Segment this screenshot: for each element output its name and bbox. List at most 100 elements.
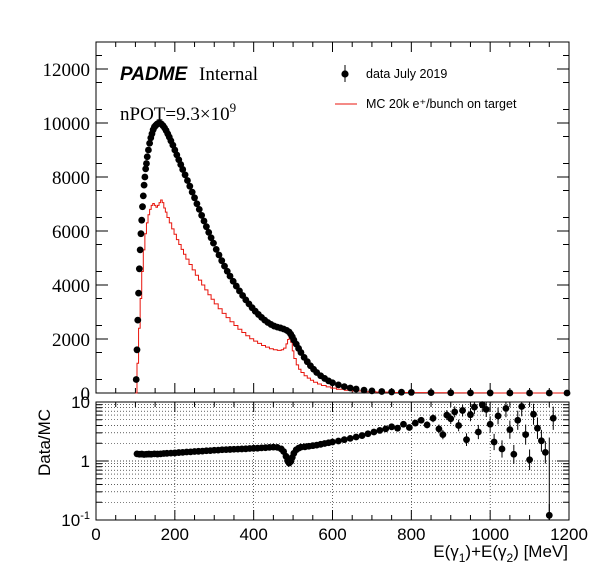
- ratio-x-tick-label: 1000: [471, 525, 509, 544]
- data-point: [139, 203, 146, 211]
- ratio-point: [474, 428, 482, 436]
- ratio-y-tick-label-base: 10: [71, 393, 90, 412]
- data-point: [184, 177, 191, 184]
- ratio-series: [133, 401, 557, 520]
- data-point: [141, 173, 149, 181]
- ratio-point: [411, 419, 419, 427]
- ratio-y-tick-label: 10-1: [61, 510, 90, 530]
- ratio-point: [340, 436, 348, 444]
- ratio-point: [541, 448, 549, 456]
- data-point: [447, 389, 455, 397]
- x-axis-title-part1: E(γ: [433, 542, 459, 561]
- ratio-point: [506, 426, 514, 434]
- ratio-point: [370, 428, 378, 436]
- ratio-point: [486, 420, 494, 428]
- ratio-point: [423, 421, 431, 429]
- data-point: [145, 146, 152, 154]
- ratio-point: [494, 412, 502, 420]
- legend-label-mc: MC 20k e⁺/bunch on target: [366, 97, 517, 111]
- data-point: [360, 386, 368, 394]
- ratio-point: [335, 437, 342, 445]
- legend-marker-data: [341, 70, 349, 78]
- ratio-y-axis-title: Data/MC: [35, 409, 54, 476]
- ratio-x-tick-label: 0: [91, 525, 100, 544]
- main-y-tick-label: 12000: [43, 60, 91, 81]
- data-series: [132, 119, 571, 397]
- data-point: [132, 376, 140, 383]
- ratio-point: [463, 436, 470, 444]
- ratio-x-tick-label: 1200: [550, 525, 588, 544]
- main-panel: 0 2000 4000 6000 8000 10000 12000 PADME Intern…: [43, 41, 571, 405]
- data-point: [346, 384, 354, 392]
- ratio-point: [498, 445, 506, 453]
- data-point: [545, 389, 553, 397]
- main-y-tick-label: 4000: [52, 276, 90, 297]
- ratio-point: [522, 431, 530, 439]
- ratio-y-tick-label: 10: [71, 393, 90, 412]
- data-point: [388, 388, 396, 396]
- ratio-y-tick-label-base: 10: [61, 511, 80, 530]
- ratio-point: [549, 414, 557, 422]
- ratio-point: [429, 414, 437, 422]
- ratio-point: [482, 405, 490, 413]
- ratio-point: [459, 407, 466, 414]
- x-axis-title: E(γ1)+E(γ2) [MeV]: [433, 542, 568, 565]
- main-y-tick-label: 0: [81, 384, 91, 405]
- ratio-point: [518, 403, 526, 410]
- ratio-point: [376, 427, 384, 434]
- mc-series: [135, 199, 570, 394]
- ratio-point: [471, 403, 478, 411]
- data-point: [139, 192, 147, 200]
- ratio-point: [364, 430, 372, 438]
- ratio-point: [394, 424, 401, 432]
- data-point: [427, 389, 435, 397]
- data-point: [191, 194, 198, 202]
- pot-label-base: nPOT=9.3×10: [120, 104, 230, 125]
- main-y-tick-label: 10000: [43, 114, 91, 135]
- ratio-point: [329, 438, 336, 446]
- data-point: [210, 239, 217, 247]
- data-point: [506, 389, 514, 397]
- data-point: [215, 251, 223, 259]
- main-y-tick-labels: 0 2000 4000 6000 8000 10000 12000: [43, 60, 91, 405]
- legend-entry-data: data July 2019: [341, 65, 447, 82]
- ratio-x-ticks: [95, 402, 570, 520]
- ratio-point: [400, 420, 407, 428]
- data-point: [398, 388, 405, 396]
- data-point: [134, 316, 142, 324]
- data-point: [146, 139, 154, 147]
- main-y-ticks: [96, 55, 569, 394]
- data-point: [329, 379, 336, 387]
- data-point: [133, 346, 141, 354]
- x-axis-title-part3: ) [MeV]: [513, 542, 568, 561]
- ratio-point: [502, 404, 510, 412]
- data-point: [232, 282, 240, 290]
- ratio-y-tick-label: 1: [81, 452, 90, 471]
- mc-histogram-line: [135, 199, 570, 394]
- ratio-point: [526, 456, 533, 464]
- ratio-y-tick-label-base: 1: [81, 452, 90, 471]
- data-point: [467, 389, 474, 397]
- ratio-point: [405, 424, 413, 431]
- x-axis-title-part2: )+E(γ: [465, 542, 507, 561]
- x-axis-title-sub2: 2: [507, 551, 514, 565]
- data-point: [200, 217, 208, 225]
- data-point: [212, 245, 220, 253]
- ratio-x-tick-label: 200: [161, 525, 189, 544]
- ratio-point: [346, 434, 354, 442]
- main-y-tick-label: 8000: [52, 168, 90, 189]
- data-point: [205, 228, 213, 236]
- ratio-point: [467, 411, 474, 419]
- data-point: [563, 389, 571, 397]
- data-point: [195, 206, 203, 213]
- ratio-point: [451, 408, 459, 416]
- ratio-point: [455, 422, 463, 429]
- ratio-point: [490, 438, 498, 446]
- ratio-y-tick-label-exponent: -1: [80, 510, 90, 522]
- ratio-point: [358, 432, 366, 439]
- internal-label: Internal: [199, 64, 258, 85]
- data-point: [135, 289, 142, 297]
- ratio-y-ticks: [96, 401, 569, 521]
